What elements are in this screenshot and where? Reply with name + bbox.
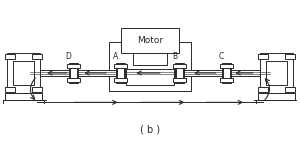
Bar: [127, 69, 173, 85]
Text: C: C: [219, 52, 224, 61]
Text: ( b ): ( b ): [140, 125, 160, 135]
Bar: [121, 28, 179, 53]
Bar: [30, 70, 270, 76]
Bar: [13, 61, 34, 85]
Bar: [109, 42, 191, 91]
Bar: [220, 64, 233, 68]
Bar: [258, 54, 268, 59]
Bar: [258, 87, 268, 92]
Bar: [7, 53, 40, 92]
Text: A: A: [113, 52, 118, 61]
Bar: [260, 53, 293, 92]
Bar: [32, 54, 42, 59]
Bar: [5, 54, 15, 59]
Bar: [114, 64, 128, 68]
Bar: [266, 61, 287, 85]
Bar: [133, 53, 167, 65]
Bar: [67, 64, 80, 68]
Bar: [285, 87, 295, 92]
Bar: [175, 63, 184, 83]
Bar: [222, 63, 231, 83]
Text: D: D: [66, 52, 72, 61]
Bar: [117, 68, 124, 78]
Bar: [67, 78, 80, 82]
Bar: [69, 63, 78, 83]
Bar: [32, 87, 42, 92]
Bar: [258, 92, 295, 100]
Text: Motor: Motor: [137, 36, 163, 45]
Bar: [70, 68, 77, 78]
Bar: [172, 78, 186, 82]
Text: B: B: [172, 52, 177, 61]
Bar: [285, 54, 295, 59]
Bar: [220, 78, 233, 82]
Bar: [176, 68, 183, 78]
Bar: [223, 68, 230, 78]
Bar: [172, 64, 186, 68]
Bar: [116, 63, 125, 83]
Bar: [114, 78, 128, 82]
Bar: [5, 92, 42, 100]
Bar: [5, 87, 15, 92]
